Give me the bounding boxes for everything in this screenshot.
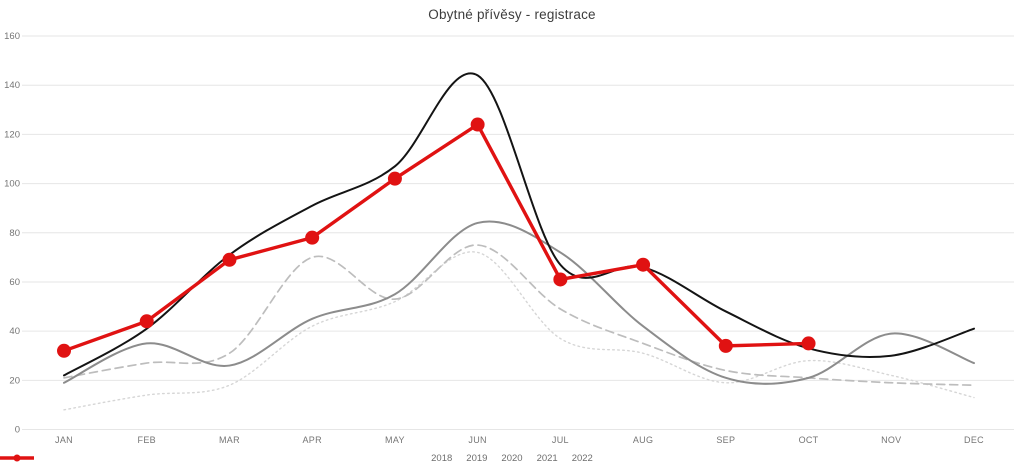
x-axis-tick-label: DEC: [964, 435, 984, 445]
legend-item-2021: 2021: [0, 453, 558, 464]
legend-swatch-2022-icon: [0, 454, 34, 462]
series-2022-marker: [470, 117, 485, 132]
x-axis-tick-label: MAR: [219, 435, 240, 445]
x-axis-tick-label: AUG: [633, 435, 653, 445]
legend-item-2019: 2019: [0, 453, 488, 464]
series-2022-marker: [222, 252, 237, 267]
series-2022-marker: [57, 343, 71, 358]
series-2022-marker: [387, 171, 402, 186]
y-axis-tick-label: 160: [4, 31, 20, 42]
series-2020-line: [63, 220, 975, 385]
chart-title: Obytné přívěsy - registrace: [428, 7, 596, 22]
y-axis-tick-label: 0: [15, 425, 20, 436]
series-2019-line: [63, 244, 975, 387]
legend-item-2022: 2022: [0, 453, 593, 464]
chart-legend: 2018 2019 2020 2021 2022: [0, 453, 1024, 464]
series-2022-marker: [139, 314, 154, 329]
x-axis-tick-label: JAN: [55, 435, 73, 445]
y-axis-tick-label: 20: [9, 375, 20, 386]
x-axis-tick-label: MAY: [385, 435, 405, 445]
y-axis-tick-label: 60: [9, 277, 20, 288]
series-2022-marker: [305, 230, 320, 245]
series-2022-marker: [636, 257, 651, 272]
series-2022-line: [62, 122, 811, 353]
y-axis-tick-label: 120: [4, 129, 20, 140]
line-chart-plot: 0 20 40 60 80 100 120 140 160 JAN FEB MAR APR MAY JUN J…: [4, 31, 1014, 445]
series-2018-line: [63, 251, 975, 411]
legend-item-2020: 2020: [0, 453, 523, 464]
legend-label-2018: 2018: [431, 453, 453, 464]
legend-label-2021: 2021: [536, 453, 558, 464]
series-2022-marker: [718, 338, 733, 353]
x-axis-tick-label: SEP: [716, 435, 735, 445]
legend-item-2018: 2018: [0, 453, 453, 464]
x-axis-tick-label: JUN: [468, 435, 486, 445]
legend-label-2019: 2019: [466, 453, 488, 464]
legend-label-2022: 2022: [571, 453, 593, 464]
x-axis-tick-label: NOV: [881, 435, 901, 445]
y-axis-tick-label: 40: [9, 326, 20, 337]
x-axis-tick-label: APR: [302, 435, 322, 445]
y-axis-tick-label: 100: [4, 179, 20, 190]
legend-label-2020: 2020: [501, 453, 523, 464]
series-2022-marker: [553, 272, 568, 287]
series-2022-marker: [801, 336, 816, 351]
y-axis-tick-label: 80: [9, 228, 20, 239]
series-2021-line: [63, 72, 975, 377]
y-axis-tick-label: 140: [4, 80, 20, 91]
x-axis-tick-label: FEB: [138, 435, 156, 445]
x-axis-tick-label: JUL: [552, 435, 569, 445]
x-axis-tick-label: OCT: [799, 435, 819, 445]
